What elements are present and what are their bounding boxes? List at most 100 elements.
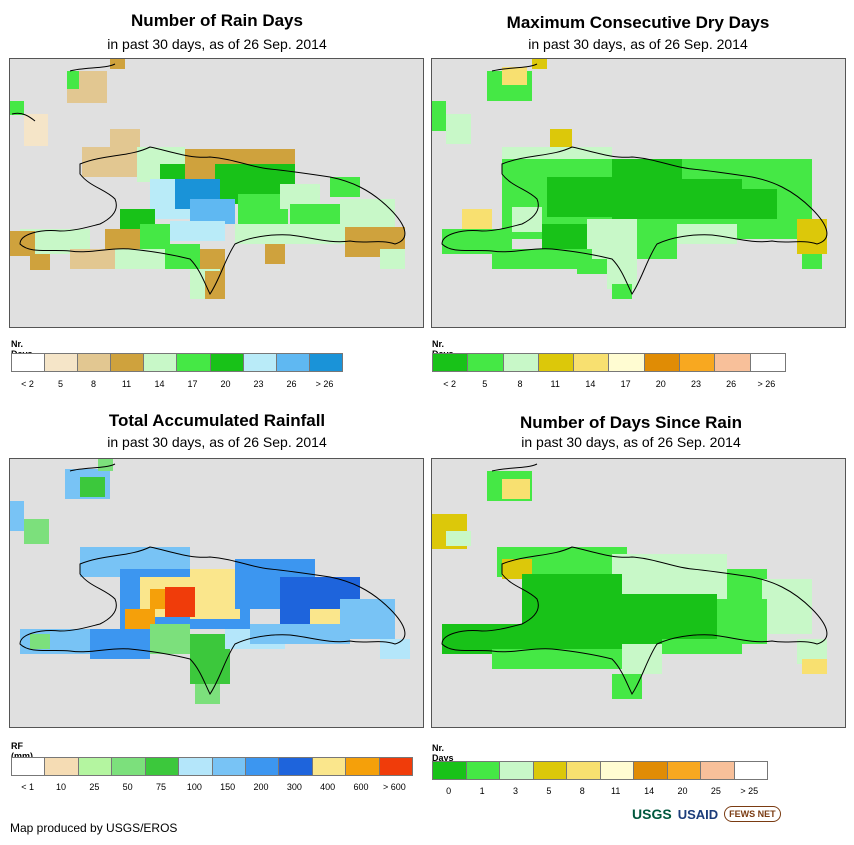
legend-label: 8: [517, 379, 523, 389]
legend-swatch: [634, 762, 668, 779]
legend-label: > 26: [315, 379, 334, 389]
legend-swatch: [433, 762, 467, 779]
legend-label: 20: [655, 379, 666, 389]
legend-swatch: [600, 762, 634, 779]
legend-swatch: [379, 758, 413, 775]
legend-label: 8: [579, 786, 585, 796]
legend-swatch: [734, 762, 767, 779]
legend-swatch: [466, 762, 500, 779]
legend-swatch: [245, 758, 280, 775]
legend-label: 20: [220, 379, 231, 389]
legend-label: 150: [220, 782, 236, 792]
map-canvas: [10, 59, 406, 299]
map-rain-days: [9, 58, 424, 328]
legend-swatch: [112, 758, 146, 775]
map-cells: [10, 459, 410, 704]
legend-label: 11: [550, 379, 560, 389]
map-cells: [432, 59, 827, 299]
legend-swatch: [538, 354, 575, 371]
map-dry-days: [431, 58, 846, 328]
legend-unit: RF (mm): [11, 741, 33, 761]
legend-swatch: [309, 354, 342, 371]
fews-net-logo: FEWS NET: [724, 806, 781, 822]
legend-colorbar: [432, 761, 768, 780]
panel-title: Number of Days Since Rain: [519, 413, 742, 432]
legend-label: 400: [320, 782, 336, 792]
legend-colorbar: [432, 353, 786, 372]
map-canvas: [432, 59, 828, 299]
legend-label: > 25: [740, 786, 759, 796]
legend-swatch: [680, 354, 716, 371]
usgs-logo: USGS: [632, 806, 672, 822]
map-days-since-rain: [431, 458, 846, 728]
legend-swatch: [78, 758, 113, 775]
legend-label: 20: [677, 786, 688, 796]
legend-colorbar: [11, 353, 343, 372]
legend-labels: < 2 5 8 11 14 17 20 23 26 > 26: [432, 379, 784, 391]
legend-label: < 1: [21, 782, 35, 792]
legend-label: > 26: [757, 379, 776, 389]
map-credit: Map produced by USGS/EROS: [10, 821, 178, 835]
legend-swatch: [212, 758, 246, 775]
legend-label: 5: [57, 379, 64, 389]
legend-swatch: [667, 762, 701, 779]
legend-label: 25: [710, 786, 721, 796]
legend-label: 5: [546, 786, 552, 796]
legend-swatch: [279, 758, 313, 775]
legend-label: 25: [89, 782, 100, 792]
legend-swatch: [45, 354, 79, 371]
legend-label: 14: [585, 379, 596, 389]
panel-title: Number of Rain Days: [131, 11, 303, 30]
legend-swatch: [177, 354, 211, 371]
legend-labels: 0 1 3 5 8 11 14 20 25 > 25: [432, 786, 766, 798]
legend-swatch: [574, 354, 610, 371]
legend-swatch: [468, 354, 504, 371]
legend-swatch: [567, 762, 601, 779]
legend-swatch: [12, 758, 46, 775]
legend-labels: < 1 10 25 50 75 100 150 200 300 400 600 > 600: [11, 782, 411, 794]
legend-swatch: [210, 354, 244, 371]
legend-label: < 2: [21, 379, 34, 389]
legend-swatch: [45, 758, 79, 775]
legend-swatch: [533, 762, 567, 779]
legend-colorbar: [11, 757, 413, 776]
map-canvas: [10, 459, 410, 704]
legend-label: 23: [690, 379, 702, 389]
panel-title: Maximum Consecutive Dry Days: [506, 13, 770, 32]
island-outline: [441, 463, 828, 695]
legend-swatch: [346, 758, 380, 775]
map-cells: [432, 471, 827, 699]
legend-swatch: [111, 354, 145, 371]
legend-label: < 2: [443, 379, 456, 389]
island-outline: [11, 63, 406, 295]
legend-swatch: [78, 354, 112, 371]
legend-label: 75: [155, 782, 167, 792]
legend-swatch: [750, 354, 785, 371]
legend-label: 10: [55, 782, 67, 792]
legend-swatch: [503, 354, 539, 371]
legend-label: 23: [253, 379, 264, 389]
legend-swatch: [644, 354, 681, 371]
island-outline: [19, 463, 406, 695]
legend-label: 14: [154, 379, 165, 389]
map-canvas: [432, 463, 828, 699]
legend-label: 14: [644, 786, 655, 796]
legend-label: 1: [479, 786, 485, 796]
island-outline: [441, 63, 828, 295]
legend-label: 17: [620, 379, 631, 389]
legend-label: 600: [353, 782, 369, 792]
legend-swatch: [312, 758, 347, 775]
legend-label: 3: [512, 786, 519, 796]
legend-swatch: [276, 354, 310, 371]
legend-swatch: [243, 354, 277, 371]
legend-label: 5: [482, 379, 488, 389]
legend-unit: Nr. Days: [432, 743, 454, 763]
legend-labels: < 2 5 8 11 14 17 20 23 26 > 26: [11, 379, 341, 391]
legend-label: > 600: [382, 782, 406, 792]
legend-label: 8: [90, 379, 97, 389]
panel-subtitle: in past 30 days, as of 26 Sep. 2014: [107, 434, 327, 450]
legend-swatch: [179, 758, 213, 775]
legend-swatch: [145, 758, 180, 775]
legend-label: 200: [253, 782, 269, 792]
legend-label: 50: [122, 782, 133, 792]
